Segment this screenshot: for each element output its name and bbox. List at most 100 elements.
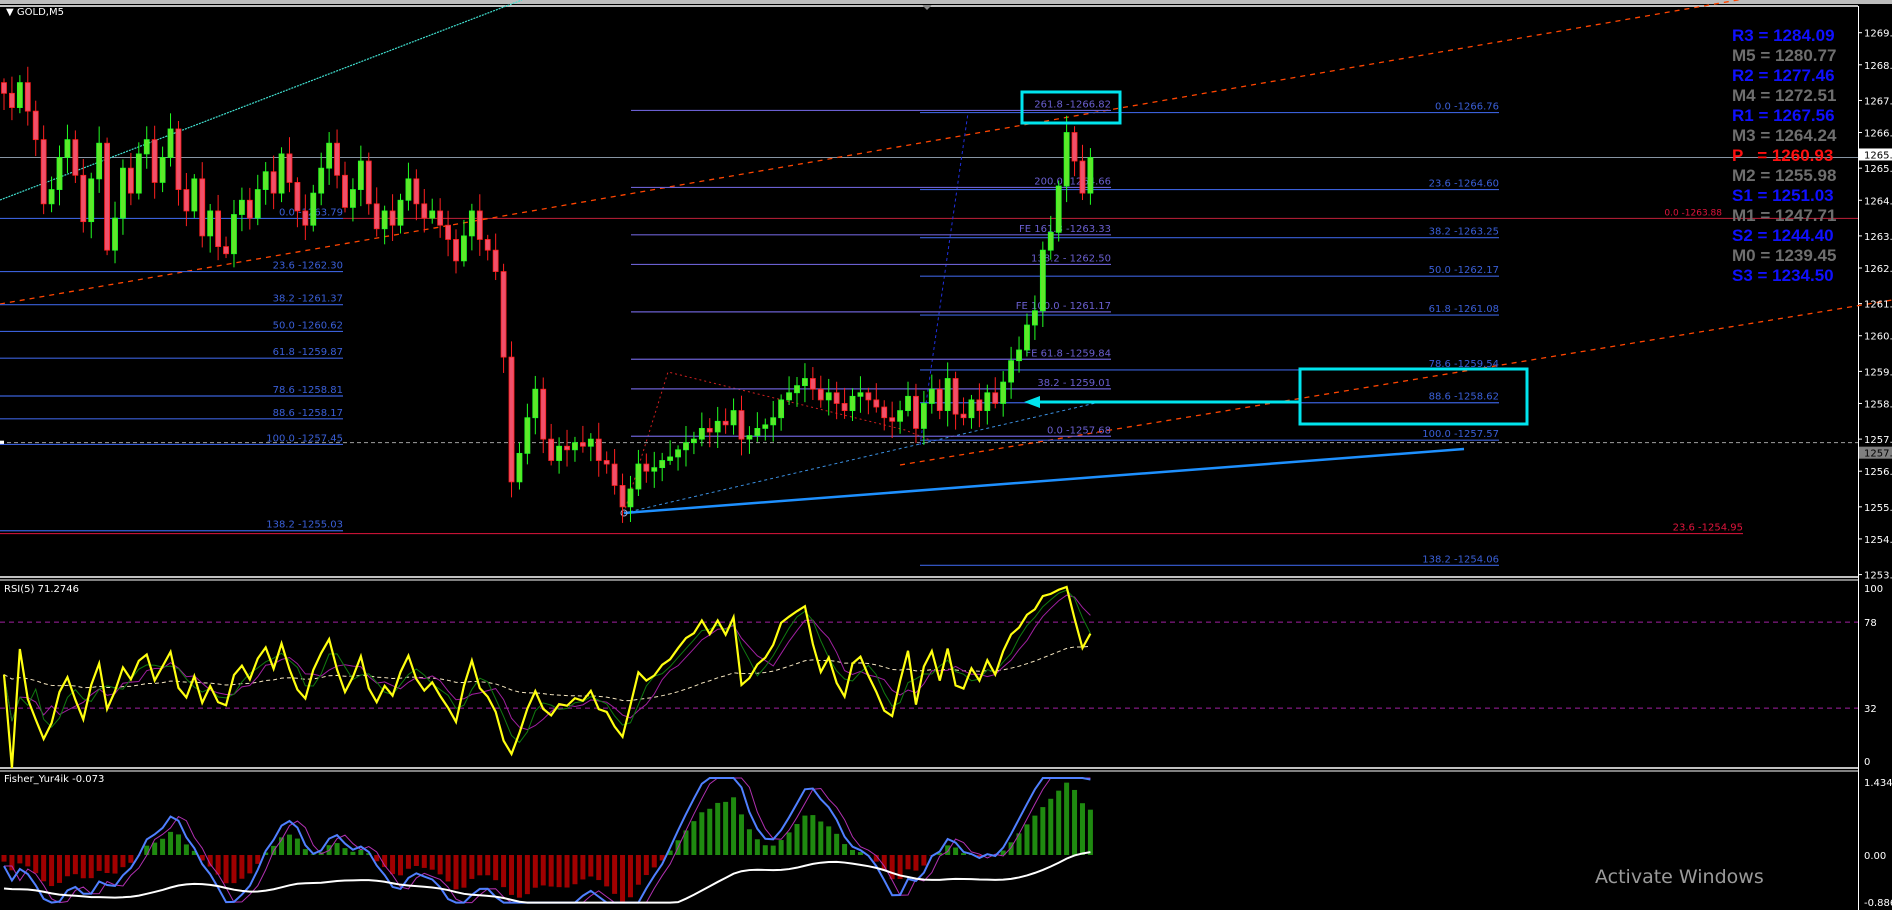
bear-candle[interactable]: [500, 271, 507, 358]
bear-candle[interactable]: [453, 239, 459, 262]
bull-candle[interactable]: [532, 388, 539, 419]
symbol-title[interactable]: ▼ GOLD,M5: [6, 7, 64, 18]
bear-candle[interactable]: [9, 92, 15, 108]
bear-candle[interactable]: [579, 442, 586, 447]
bull-candle[interactable]: [1008, 360, 1015, 383]
bull-candle[interactable]: [135, 153, 142, 194]
blue-support-trendline[interactable]: [623, 447, 1465, 515]
bear-candle[interactable]: [643, 463, 650, 472]
bull-candle[interactable]: [143, 139, 150, 155]
highlight-box-target[interactable]: [1298, 367, 1529, 426]
bear-candle[interactable]: [342, 174, 348, 208]
bear-candle[interactable]: [881, 406, 888, 419]
bear-candle[interactable]: [508, 356, 515, 483]
bull-candle[interactable]: [231, 214, 237, 255]
bear-candle[interactable]: [976, 399, 983, 411]
zigzag-line[interactable]: [623, 371, 931, 514]
bear-candle[interactable]: [215, 210, 222, 247]
bear-candle[interactable]: [40, 139, 47, 205]
bear-candle[interactable]: [960, 413, 967, 419]
bull-candle[interactable]: [159, 157, 166, 183]
bull-candle[interactable]: [468, 210, 475, 237]
bear-candle[interactable]: [476, 210, 483, 240]
bear-candle[interactable]: [175, 128, 182, 190]
bull-candle[interactable]: [698, 428, 705, 440]
bull-candle[interactable]: [928, 388, 935, 404]
bull-candle[interactable]: [857, 392, 864, 397]
bull-candle[interactable]: [207, 210, 214, 237]
bear-candle[interactable]: [24, 82, 31, 112]
bear-candle[interactable]: [72, 139, 79, 176]
bull-candle[interactable]: [802, 378, 808, 387]
bull-candle[interactable]: [587, 438, 594, 447]
orange-channel-lower[interactable]: [899, 299, 1892, 466]
bear-candle[interactable]: [302, 210, 309, 226]
bull-candle[interactable]: [1032, 310, 1038, 326]
bear-candle[interactable]: [540, 388, 547, 440]
bull-candle[interactable]: [794, 385, 800, 394]
bear-candle[interactable]: [104, 142, 110, 251]
bull-candle[interactable]: [1024, 324, 1030, 351]
bull-candle[interactable]: [64, 139, 71, 158]
bull-candle[interactable]: [48, 189, 55, 205]
bull-candle[interactable]: [120, 167, 126, 219]
bull-candle[interactable]: [167, 128, 174, 158]
bull-candle[interactable]: [849, 395, 856, 411]
bull-candle[interactable]: [278, 153, 285, 194]
bear-candle[interactable]: [706, 428, 713, 433]
bull-candle[interactable]: [461, 235, 467, 262]
bear-candle[interactable]: [611, 463, 618, 486]
bull-candle[interactable]: [1047, 231, 1054, 251]
bull-candle[interactable]: [825, 392, 832, 401]
bear-candle[interactable]: [334, 142, 340, 176]
bull-candle[interactable]: [381, 210, 388, 230]
blue-dotted-trend-upper[interactable]: [919, 112, 969, 446]
bear-candle[interactable]: [484, 239, 491, 251]
bull-candle[interactable]: [405, 178, 412, 201]
bull-candle[interactable]: [1063, 132, 1070, 187]
bull-candle[interactable]: [944, 378, 951, 411]
bear-candle[interactable]: [865, 392, 872, 401]
bear-candle[interactable]: [952, 378, 959, 415]
bear-candle[interactable]: [841, 403, 848, 411]
bear-candle[interactable]: [492, 249, 499, 272]
bull-candle[interactable]: [1055, 185, 1062, 233]
bull-candle[interactable]: [691, 438, 697, 444]
bull-candle[interactable]: [905, 395, 911, 411]
bull-candle[interactable]: [1087, 157, 1094, 194]
bull-candle[interactable]: [556, 445, 562, 461]
bull-candle[interactable]: [786, 392, 792, 401]
bear-candle[interactable]: [873, 399, 880, 408]
bull-candle[interactable]: [667, 456, 674, 461]
bull-candle[interactable]: [627, 488, 634, 508]
bear-candle[interactable]: [365, 160, 372, 205]
orange-channel-upper[interactable]: [0, 0, 1892, 305]
bull-candle[interactable]: [326, 142, 333, 169]
bull-candle[interactable]: [16, 82, 23, 108]
bull-candle[interactable]: [88, 178, 95, 223]
bull-candle[interactable]: [350, 189, 356, 208]
bear-candle[interactable]: [595, 438, 602, 461]
marker-handle[interactable]: [0, 440, 4, 445]
bull-candle[interactable]: [96, 142, 103, 180]
bull-candle[interactable]: [1016, 349, 1022, 362]
bear-candle[interactable]: [413, 178, 420, 205]
cyan-trendline[interactable]: [0, 0, 523, 201]
bear-candle[interactable]: [722, 420, 729, 426]
bear-candle[interactable]: [833, 392, 840, 404]
bull-candle[interactable]: [1000, 381, 1007, 404]
bull-candle[interactable]: [659, 460, 666, 469]
bull-candle[interactable]: [968, 399, 975, 419]
bull-candle[interactable]: [778, 399, 785, 419]
bear-candle[interactable]: [1, 82, 7, 94]
bear-candle[interactable]: [199, 178, 206, 237]
bull-candle[interactable]: [651, 467, 658, 472]
bull-candle[interactable]: [357, 160, 364, 190]
bear-candle[interactable]: [564, 445, 570, 451]
bear-candle[interactable]: [246, 199, 253, 219]
bear-candle[interactable]: [992, 392, 999, 404]
bear-candle[interactable]: [32, 110, 39, 141]
bear-candle[interactable]: [421, 203, 428, 219]
bull-candle[interactable]: [254, 189, 261, 219]
shift-marker-icon[interactable]: [922, 5, 932, 10]
